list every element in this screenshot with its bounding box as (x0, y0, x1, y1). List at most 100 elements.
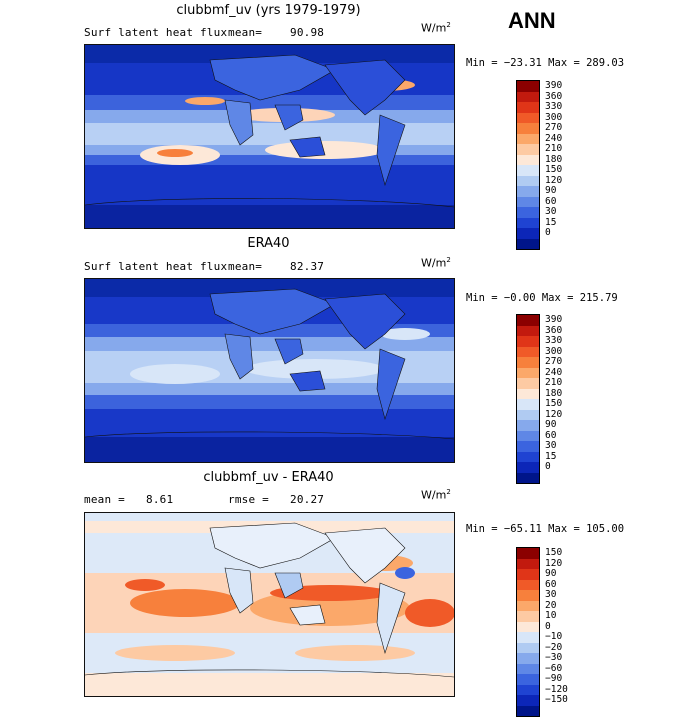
colorbar-label: 0 (545, 227, 551, 238)
panel1-colorbar-swatch (517, 196, 539, 207)
panel1-units: W/m2 (421, 21, 451, 35)
panel2-colorbar-swatch (517, 336, 539, 347)
panel3-mean-label: mean = (84, 493, 125, 506)
panel2-mean-value: 82.37 (290, 260, 325, 273)
colorbar-label: 60 (545, 429, 557, 441)
colorbar-label: 240 (545, 366, 563, 378)
panel2-title: ERA40 (247, 236, 290, 251)
panel1-colorbar-swatch (517, 217, 539, 228)
colorbar-label: 30 (545, 440, 557, 451)
panel2-field-label: Surf latent heat flux (84, 260, 228, 273)
colorbar-label: 240 (545, 132, 563, 144)
panel2-minmax: Min = −0.00 Max = 215.79 (466, 292, 618, 304)
panel3-colorbar-swatch (517, 695, 539, 706)
panel3-colorbar-swatch (517, 632, 539, 643)
panel2-colorbar-labels: 390 360 330 300 270 240 210 180 150 120 … (545, 314, 563, 473)
colorbar-label: −120 (545, 683, 568, 695)
colorbar-label: 120 (545, 408, 563, 420)
panel1-field-label: Surf latent heat flux (84, 26, 228, 39)
colorbar-label: 180 (545, 387, 563, 399)
panel1-colorbar-swatch (517, 228, 539, 239)
colorbar-label: 0 (545, 620, 551, 632)
colorbar-label: −150 (545, 694, 568, 705)
panel2-map (84, 278, 455, 463)
panel2-colorbar-swatch (517, 430, 539, 441)
panel1-colorbar-swatch (517, 238, 539, 249)
panel3-colorbar-swatch (517, 653, 539, 664)
panel1-colorbar-swatch (517, 144, 539, 155)
colorbar-label: 300 (545, 111, 563, 123)
panel3-units: W/m2 (421, 488, 451, 502)
panel3-colorbar-swatch (517, 684, 539, 695)
colorbar-label: 120 (545, 557, 563, 569)
panel1-colorbar (516, 80, 540, 250)
panel1-colorbar-swatch (517, 165, 539, 176)
panel2-colorbar-swatch (517, 420, 539, 431)
panel1-colorbar-swatch (517, 154, 539, 165)
colorbar-label: 150 (545, 547, 563, 558)
panel2-colorbar-swatch (517, 451, 539, 462)
panel3-colorbar-swatch (517, 569, 539, 580)
colorbar-label: 210 (545, 143, 563, 154)
panel1-colorbar-swatch (517, 186, 539, 197)
panel2-map-field (85, 279, 454, 462)
panel3-colorbar-swatch (517, 558, 539, 569)
colorbar-label: 10 (545, 610, 557, 621)
panel2-colorbar-swatch (517, 378, 539, 389)
panel2-colorbar-swatch (517, 441, 539, 452)
panel2-colorbar (516, 314, 540, 484)
colorbar-label: 20 (545, 599, 557, 611)
panel2-colorbar-swatch (517, 315, 539, 326)
panel2-units: W/m2 (421, 256, 451, 270)
panel2-mean-label: mean= (228, 260, 263, 273)
colorbar-label: 180 (545, 153, 563, 165)
colorbar-label: −90 (545, 673, 563, 684)
panel3-colorbar-swatch (517, 600, 539, 611)
panel1-colorbar-swatch (517, 207, 539, 218)
panel3-colorbar-swatch (517, 674, 539, 685)
panel2-colorbar-swatch (517, 399, 539, 410)
panel2-colorbar-swatch (517, 367, 539, 378)
panel1-colorbar-swatch (517, 123, 539, 134)
panel2-colorbar-swatch (517, 357, 539, 368)
panel2-colorbar-swatch (517, 472, 539, 483)
colorbar-label: −20 (545, 641, 563, 653)
panel1-map-field (85, 45, 454, 228)
colorbar-label: 150 (545, 164, 563, 175)
colorbar-label: 330 (545, 335, 563, 346)
panel1-minmax: Min = −23.31 Max = 289.03 (466, 57, 625, 69)
panel3-title: clubbmf_uv - ERA40 (203, 470, 334, 485)
colorbar-label: 360 (545, 324, 563, 336)
panel1-colorbar-labels: 390 360 330 300 270 240 210 180 150 120 … (545, 80, 563, 239)
panel3-colorbar-swatch (517, 621, 539, 632)
panel3-rmse-label: rmse = (228, 493, 269, 506)
colorbar-label: 270 (545, 122, 563, 133)
panel1-colorbar-swatch (517, 81, 539, 92)
colorbar-label: 60 (545, 578, 557, 590)
panel1-colorbar-swatch (517, 133, 539, 144)
colorbar-label: 30 (545, 206, 557, 217)
colorbar-label: 15 (545, 450, 557, 462)
colorbar-label: 30 (545, 589, 557, 600)
panel1-colorbar-swatch (517, 102, 539, 113)
panel3-minmax: Min = −65.11 Max = 105.00 (466, 523, 625, 535)
panel3-mean-value: 8.61 (146, 493, 174, 506)
colorbar-label: 60 (545, 195, 557, 207)
panel3-colorbar-labels: 150 120 90 60 30 20 10 0 −10 −20 −30 −60… (545, 547, 568, 706)
panel1-colorbar-swatch (517, 112, 539, 123)
colorbar-label: 120 (545, 174, 563, 186)
colorbar-label: 300 (545, 345, 563, 357)
panel2-colorbar-swatch (517, 346, 539, 357)
colorbar-label: 90 (545, 185, 557, 196)
panel1-mean-value: 90.98 (290, 26, 325, 39)
colorbar-label: −60 (545, 662, 563, 674)
panel1-title: clubbmf_uv (yrs 1979-1979) (176, 3, 361, 18)
colorbar-label: 330 (545, 101, 563, 112)
colorbar-label: 15 (545, 216, 557, 228)
colorbar-label: 390 (545, 314, 563, 325)
colorbar-label: 210 (545, 377, 563, 388)
panel1-colorbar-swatch (517, 175, 539, 186)
panel3-colorbar-swatch (517, 579, 539, 590)
panel2-colorbar-swatch (517, 409, 539, 420)
panel3-map (84, 512, 455, 697)
